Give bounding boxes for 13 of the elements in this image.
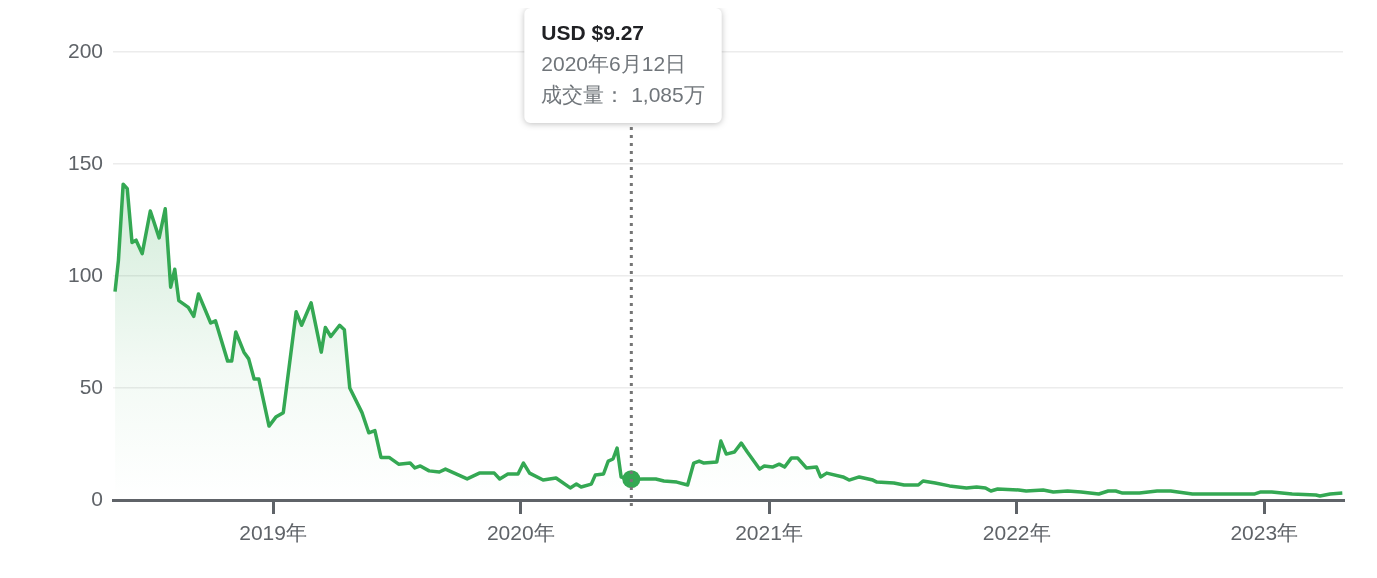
y-tick-label: 0 <box>91 486 103 510</box>
y-tick-label: 200 <box>67 38 103 62</box>
y-tick-label: 150 <box>67 150 103 174</box>
y-tick-label: 100 <box>67 262 103 286</box>
text: USD $9.27 <box>541 20 645 44</box>
x-tick-label: 2023年 <box>1230 521 1299 545</box>
x-tick-label: 2020年 <box>486 521 555 545</box>
x-tick-label: 2019年 <box>239 521 307 545</box>
x-tick-label: 2021年 <box>735 521 803 545</box>
y-tick-label: 50 <box>79 374 103 398</box>
annotation: 成交量： 1,085万 <box>541 82 705 106</box>
annotation: 2020年6月12日 <box>541 51 687 75</box>
x-tick-label: 2022年 <box>982 521 1051 545</box>
